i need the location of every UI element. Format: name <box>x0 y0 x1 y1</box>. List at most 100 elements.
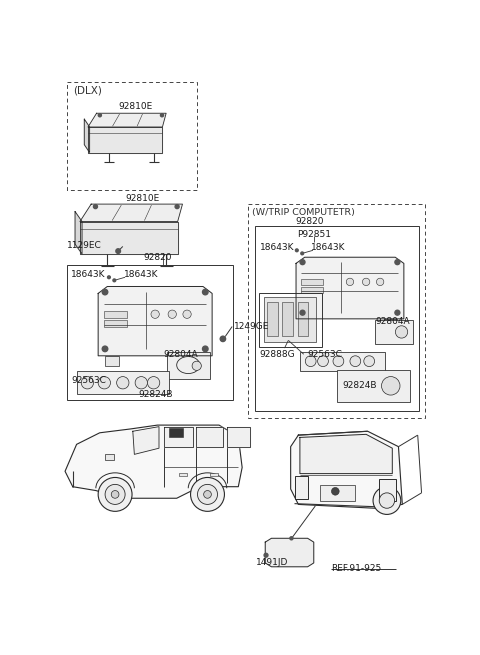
Bar <box>77 371 169 394</box>
Circle shape <box>373 487 401 514</box>
Bar <box>299 542 310 563</box>
Text: 92810E: 92810E <box>118 102 153 111</box>
Circle shape <box>379 493 395 508</box>
Bar <box>259 293 322 346</box>
Bar <box>300 352 384 371</box>
Circle shape <box>382 377 400 395</box>
Bar <box>295 476 308 499</box>
Circle shape <box>264 553 268 557</box>
Polygon shape <box>296 257 404 319</box>
Circle shape <box>191 477 225 512</box>
Bar <box>273 542 284 563</box>
Polygon shape <box>300 434 392 474</box>
Polygon shape <box>80 221 178 254</box>
Circle shape <box>301 252 303 255</box>
Bar <box>67 83 197 190</box>
Text: 92563C: 92563C <box>308 350 342 360</box>
Circle shape <box>135 377 147 389</box>
Circle shape <box>102 290 108 295</box>
Polygon shape <box>164 426 193 447</box>
Bar <box>384 319 397 328</box>
Polygon shape <box>65 425 242 498</box>
Polygon shape <box>265 538 314 567</box>
Circle shape <box>197 485 217 504</box>
Bar <box>168 352 210 379</box>
Bar <box>337 369 410 402</box>
Bar <box>379 479 396 500</box>
Text: 92820: 92820 <box>144 253 172 263</box>
Circle shape <box>98 477 132 512</box>
Polygon shape <box>98 286 212 356</box>
Circle shape <box>203 346 208 352</box>
Text: P92851: P92851 <box>297 229 331 238</box>
Text: 18643K: 18643K <box>260 242 294 252</box>
Polygon shape <box>88 127 162 153</box>
Circle shape <box>290 536 293 540</box>
Bar <box>105 455 114 460</box>
Circle shape <box>192 361 201 371</box>
Bar <box>264 297 316 342</box>
Circle shape <box>220 336 226 341</box>
Text: 92563C: 92563C <box>71 376 106 385</box>
Circle shape <box>108 276 110 278</box>
Circle shape <box>350 356 361 367</box>
Circle shape <box>94 204 97 208</box>
Polygon shape <box>196 426 223 447</box>
Circle shape <box>111 491 119 498</box>
Circle shape <box>116 249 120 253</box>
Circle shape <box>295 249 298 252</box>
Bar <box>67 265 233 400</box>
Bar <box>105 356 119 366</box>
Circle shape <box>183 310 191 318</box>
Circle shape <box>204 491 211 498</box>
Bar <box>301 279 323 285</box>
Text: 92804A: 92804A <box>164 350 198 359</box>
Circle shape <box>364 356 374 367</box>
Circle shape <box>318 356 328 367</box>
Circle shape <box>376 278 384 286</box>
Bar <box>192 356 205 366</box>
Bar <box>282 302 293 336</box>
Circle shape <box>175 204 179 208</box>
Bar <box>286 542 297 563</box>
Circle shape <box>332 487 339 495</box>
Bar <box>255 227 419 411</box>
Bar <box>169 428 183 438</box>
Text: 18643K: 18643K <box>123 270 158 278</box>
Text: 1129EC: 1129EC <box>67 241 102 250</box>
Polygon shape <box>291 431 402 508</box>
Text: 1249GE: 1249GE <box>234 322 270 331</box>
Text: 1491JD: 1491JD <box>256 557 288 567</box>
Bar <box>248 204 425 418</box>
Bar <box>374 320 413 345</box>
Circle shape <box>300 259 305 265</box>
Text: 18643K: 18643K <box>312 242 346 252</box>
Circle shape <box>305 356 316 367</box>
Circle shape <box>105 485 125 504</box>
Circle shape <box>203 290 208 295</box>
Circle shape <box>395 259 400 265</box>
Text: (W/TRIP COMPUTETR): (W/TRIP COMPUTETR) <box>252 208 355 217</box>
Circle shape <box>160 114 164 117</box>
Circle shape <box>396 326 408 338</box>
Text: 92810E: 92810E <box>125 194 159 203</box>
Polygon shape <box>84 119 90 153</box>
Circle shape <box>333 356 344 367</box>
Bar <box>320 485 355 500</box>
Bar <box>298 302 308 336</box>
Circle shape <box>346 278 354 286</box>
Circle shape <box>98 377 110 389</box>
Circle shape <box>98 114 101 117</box>
Bar <box>104 310 127 318</box>
Bar <box>179 473 187 476</box>
Bar <box>301 287 323 293</box>
Polygon shape <box>75 212 82 254</box>
Circle shape <box>362 278 370 286</box>
Bar <box>302 319 315 328</box>
Circle shape <box>102 346 108 352</box>
Circle shape <box>81 377 94 389</box>
Bar <box>210 473 217 476</box>
Polygon shape <box>133 426 159 455</box>
Polygon shape <box>88 113 166 127</box>
Polygon shape <box>227 426 250 447</box>
